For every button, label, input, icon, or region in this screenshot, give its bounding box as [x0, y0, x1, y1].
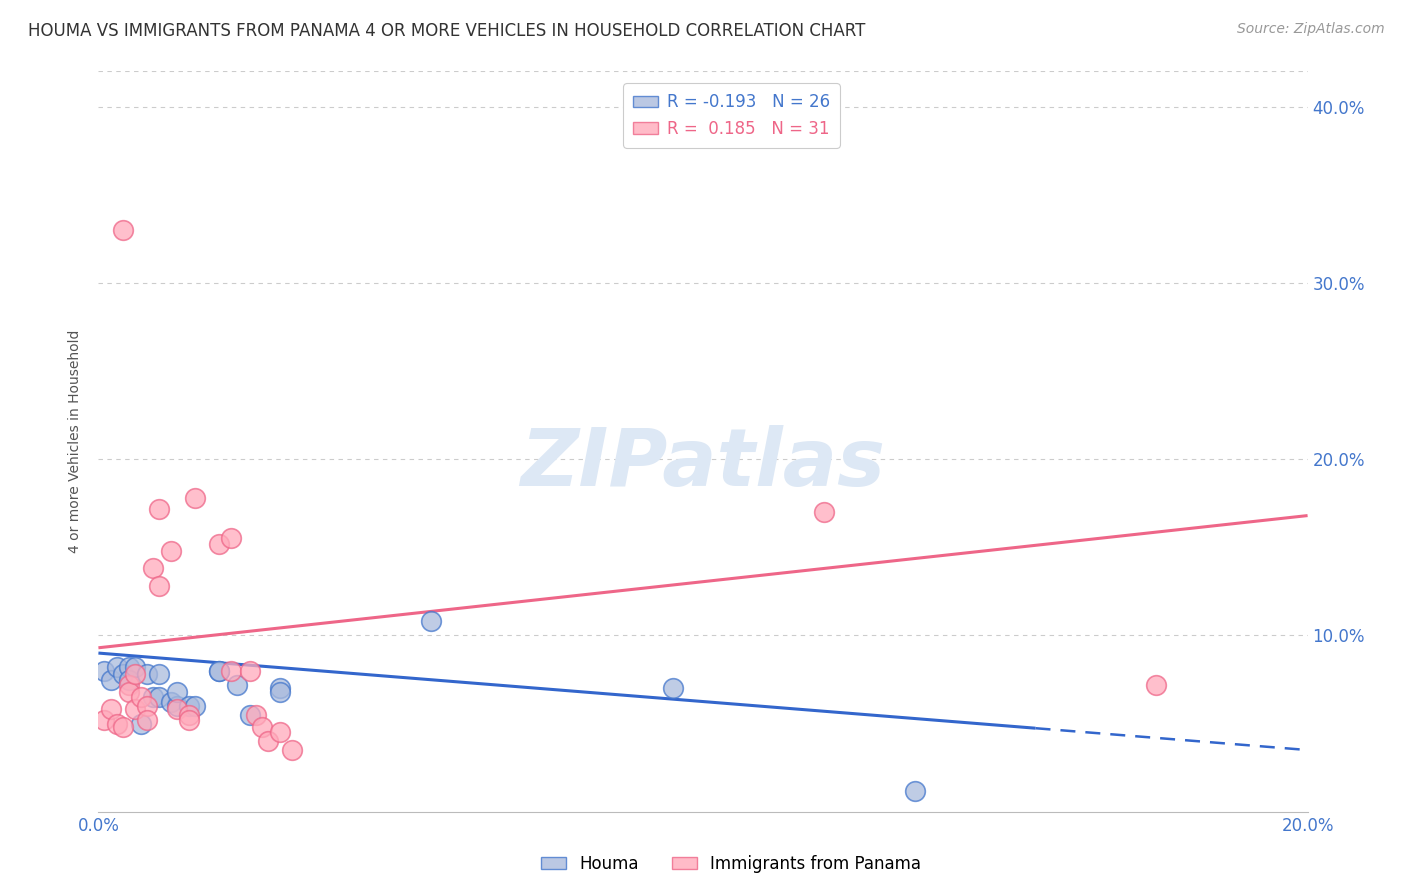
Point — [420, 615, 443, 629]
Point — [813, 505, 835, 519]
Point — [250, 720, 273, 734]
Point — [166, 685, 188, 699]
Point — [226, 678, 249, 692]
Point — [184, 491, 207, 505]
Point — [184, 698, 207, 713]
Point — [135, 698, 157, 713]
Point — [179, 713, 201, 727]
Point — [105, 660, 128, 674]
Point — [148, 690, 170, 705]
Point — [239, 664, 262, 678]
Point — [281, 743, 304, 757]
Point — [160, 544, 183, 558]
Point — [1144, 678, 1167, 692]
Point — [148, 501, 170, 516]
Point — [269, 685, 291, 699]
Point — [221, 664, 243, 678]
Point — [245, 707, 267, 722]
Text: Source: ZipAtlas.com: Source: ZipAtlas.com — [1237, 22, 1385, 37]
Point — [904, 783, 927, 797]
Point — [142, 690, 165, 705]
Point — [93, 664, 115, 678]
Point — [111, 667, 134, 681]
Point — [179, 707, 201, 722]
Point — [160, 695, 183, 709]
Point — [179, 698, 201, 713]
Point — [135, 667, 157, 681]
Point — [239, 707, 262, 722]
Legend: Houma, Immigrants from Panama: Houma, Immigrants from Panama — [534, 848, 928, 880]
Point — [135, 713, 157, 727]
Point — [118, 660, 141, 674]
Text: ZIPatlas: ZIPatlas — [520, 425, 886, 503]
Point — [105, 716, 128, 731]
Point — [166, 702, 188, 716]
Legend: R = -0.193   N = 26, R =  0.185   N = 31: R = -0.193 N = 26, R = 0.185 N = 31 — [623, 83, 839, 148]
Point — [166, 698, 188, 713]
Point — [124, 660, 146, 674]
Point — [118, 685, 141, 699]
Point — [256, 734, 278, 748]
Point — [118, 678, 141, 692]
Point — [269, 681, 291, 696]
Point — [100, 702, 122, 716]
Point — [208, 664, 231, 678]
Point — [93, 713, 115, 727]
Point — [208, 664, 231, 678]
Point — [118, 673, 141, 687]
Point — [124, 667, 146, 681]
Point — [124, 702, 146, 716]
Y-axis label: 4 or more Vehicles in Household: 4 or more Vehicles in Household — [69, 330, 83, 553]
Point — [221, 532, 243, 546]
Point — [208, 537, 231, 551]
Text: HOUMA VS IMMIGRANTS FROM PANAMA 4 OR MORE VEHICLES IN HOUSEHOLD CORRELATION CHAR: HOUMA VS IMMIGRANTS FROM PANAMA 4 OR MOR… — [28, 22, 866, 40]
Point — [111, 223, 134, 237]
Point — [129, 690, 152, 705]
Point — [148, 667, 170, 681]
Point — [661, 681, 683, 696]
Point — [100, 673, 122, 687]
Point — [269, 725, 291, 739]
Point — [142, 561, 165, 575]
Point — [129, 716, 152, 731]
Point — [111, 720, 134, 734]
Point — [148, 579, 170, 593]
